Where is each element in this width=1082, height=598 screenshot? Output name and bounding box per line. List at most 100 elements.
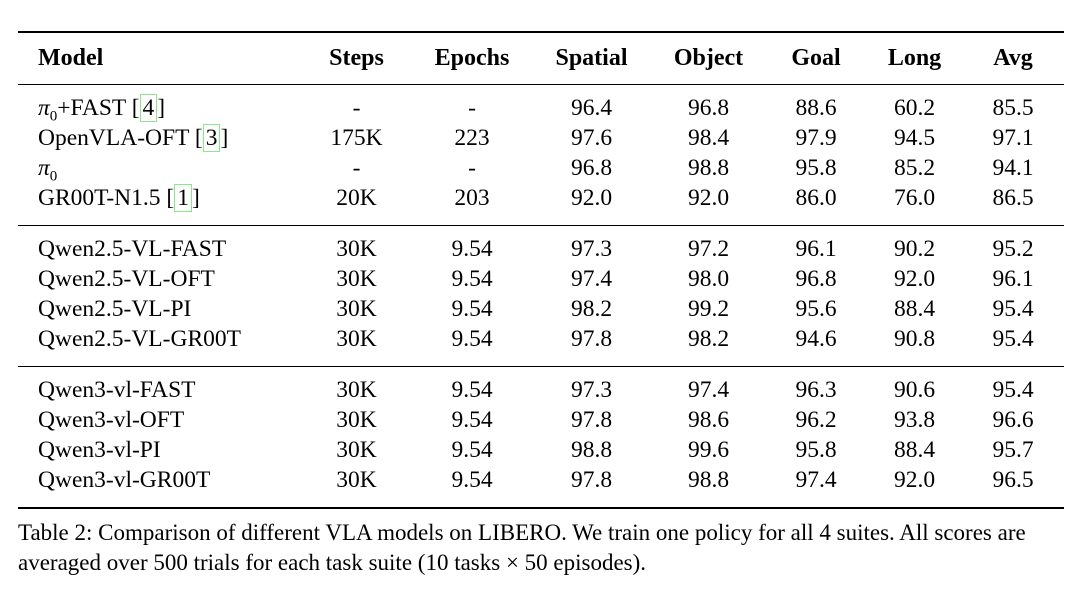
table-row: π0 - - 96.8 98.8 95.8 85.2 94.1 bbox=[18, 153, 1064, 185]
model-name-part: π bbox=[38, 95, 50, 121]
epochs-value-cell: 9.54 bbox=[451, 326, 493, 352]
spatial-value-cell: 97.8 bbox=[570, 326, 613, 352]
model-name-cell: GR00T-N1.5 [1] bbox=[38, 184, 200, 212]
model-name-part: GR00T-N1.5 bbox=[38, 185, 161, 211]
column-header-steps: Steps bbox=[329, 45, 384, 71]
long-value-cell: 92.0 bbox=[893, 266, 936, 292]
spatial-value-cell: 97.4 bbox=[570, 266, 613, 292]
table-row: Qwen2.5-VL-FAST 30K 9.54 97.3 97.2 96.1 90.2 95… bbox=[18, 226, 1064, 265]
epochs-value-cell: 9.54 bbox=[451, 236, 493, 262]
citation-link[interactable]: 4 bbox=[139, 94, 158, 122]
column-header-model: Model bbox=[38, 45, 104, 71]
results-table: Model Steps Epochs Spatial Object Goal Long Avg… bbox=[18, 31, 1064, 509]
steps-value-cell: 20K bbox=[336, 185, 377, 211]
epochs-value-cell: 9.54 bbox=[451, 296, 493, 322]
column-header-goal: Goal bbox=[791, 45, 841, 71]
model-name-part: Qwen2.5-VL-FAST bbox=[38, 236, 227, 262]
long-value-cell: 90.2 bbox=[893, 236, 936, 262]
epochs-value-cell: - bbox=[468, 155, 476, 181]
goal-value-cell: 96.2 bbox=[795, 407, 837, 433]
steps-value-cell: 30K bbox=[336, 377, 377, 403]
epochs-value-cell: 9.54 bbox=[451, 266, 493, 292]
model-name-cell: Qwen2.5-VL-PI bbox=[18, 294, 300, 324]
spatial-value-cell: 97.3 bbox=[570, 236, 613, 262]
steps-value-cell: - bbox=[352, 95, 361, 121]
object-value-cell: 98.2 bbox=[687, 326, 730, 352]
model-name-part: +FAST bbox=[57, 95, 126, 121]
long-value-cell: 88.4 bbox=[893, 437, 936, 463]
object-value-cell: 96.8 bbox=[687, 95, 730, 121]
goal-value-cell: 95.6 bbox=[795, 296, 837, 322]
spatial-value-cell: 92.0 bbox=[570, 185, 613, 211]
model-name-cell: Qwen3-vl-PI bbox=[18, 435, 300, 465]
steps-value-cell: 30K bbox=[336, 236, 377, 262]
epochs-value-cell: 9.54 bbox=[451, 467, 493, 493]
table-row: Qwen3-vl-OFT 30K 9.54 97.8 98.6 96.2 93.8 96.6 bbox=[18, 405, 1064, 435]
steps-value-cell: 30K bbox=[336, 437, 377, 463]
epochs-value-cell: 203 bbox=[454, 185, 490, 211]
avg-value-cell: 96.1 bbox=[992, 266, 1034, 292]
steps-value-cell: 30K bbox=[336, 467, 377, 493]
steps-value-cell: 30K bbox=[336, 266, 377, 292]
goal-value-cell: 95.8 bbox=[795, 155, 837, 181]
citation-link[interactable]: 3 bbox=[202, 124, 221, 152]
goal-value-cell: 88.6 bbox=[795, 95, 837, 121]
table-caption: Table 2: Comparison of different VLA mod… bbox=[18, 520, 1026, 575]
model-name-cell: Qwen3-vl-GR00T bbox=[18, 465, 300, 508]
epochs-value-cell: 9.54 bbox=[451, 407, 493, 433]
model-name-part: Qwen2.5-VL-GR00T bbox=[38, 326, 241, 352]
spatial-value-cell: 98.2 bbox=[570, 296, 613, 322]
model-name-part: Qwen3-vl-FAST bbox=[38, 377, 196, 403]
long-value-cell: 90.8 bbox=[893, 326, 936, 352]
spatial-value-cell: 97.8 bbox=[570, 467, 613, 493]
model-name-part: Qwen3-vl-OFT bbox=[38, 407, 185, 433]
model-name-cell: Qwen2.5-VL-FAST bbox=[18, 226, 300, 265]
long-value-cell: 85.2 bbox=[893, 155, 936, 181]
model-name-cell: π0+FAST [4] bbox=[38, 94, 166, 125]
model-name-cell: Qwen3-vl-FAST bbox=[18, 367, 300, 406]
object-value-cell: 98.4 bbox=[687, 125, 730, 151]
epochs-value-cell: - bbox=[468, 95, 476, 121]
avg-value-cell: 95.4 bbox=[992, 377, 1034, 403]
model-name-part: Qwen2.5-VL-OFT bbox=[38, 266, 215, 292]
column-header-long: Long bbox=[887, 45, 942, 71]
steps-value-cell: 175K bbox=[330, 125, 383, 151]
citation-link[interactable]: 1 bbox=[174, 184, 192, 212]
table-row: Qwen2.5-VL-GR00T 30K 9.54 97.8 98.2 94.6 90.8 9… bbox=[18, 324, 1064, 367]
header-row: Model Steps Epochs Spatial Object Goal Long Avg bbox=[18, 32, 1064, 85]
object-value-cell: 99.2 bbox=[687, 296, 730, 322]
table-row: OpenVLA-OFT [3] 175K 223 97.6 98.4 97.9 94.5 97… bbox=[18, 123, 1064, 153]
model-name-part: 0 bbox=[49, 168, 58, 185]
model-name-cell: Qwen3-vl-OFT bbox=[18, 405, 300, 435]
avg-value-cell: 96.5 bbox=[992, 467, 1034, 493]
goal-value-cell: 96.3 bbox=[795, 377, 837, 403]
goal-value-cell: 95.8 bbox=[795, 437, 837, 463]
table-row: GR00T-N1.5 [1] 20K 203 92.0 92.0 86.0 76.0 86.5 bbox=[18, 183, 1064, 226]
model-name-part: Qwen3-vl-PI bbox=[38, 437, 161, 463]
object-value-cell: 98.8 bbox=[687, 467, 730, 493]
table-row: π0+FAST [4] - - 96.4 96.8 88.6 60.2 85.5 bbox=[18, 85, 1064, 124]
object-value-cell: 97.2 bbox=[687, 236, 730, 262]
table-row: Qwen3-vl-FAST 30K 9.54 97.3 97.4 96.3 90.6 95.4 bbox=[18, 367, 1064, 406]
model-name-cell: Qwen2.5-VL-GR00T bbox=[18, 324, 300, 367]
object-value-cell: 99.6 bbox=[687, 437, 730, 463]
avg-value-cell: 94.1 bbox=[992, 155, 1034, 181]
object-value-cell: 97.4 bbox=[687, 377, 730, 403]
steps-value-cell: 30K bbox=[336, 407, 377, 433]
column-header-epochs: Epochs bbox=[434, 45, 510, 71]
spatial-value-cell: 97.6 bbox=[570, 125, 613, 151]
spatial-value-cell: 98.8 bbox=[570, 437, 613, 463]
goal-value-cell: 96.8 bbox=[795, 266, 837, 292]
model-name-cell: π0 bbox=[18, 153, 300, 185]
model-name-cell: OpenVLA-OFT [3] bbox=[38, 124, 229, 152]
object-value-cell: 98.6 bbox=[687, 407, 730, 433]
table-group-2: Qwen2.5-VL-FAST 30K 9.54 97.3 97.2 96.1 90.2 95… bbox=[18, 226, 1064, 367]
long-value-cell: 94.5 bbox=[893, 125, 936, 151]
model-name-part: Qwen3-vl-GR00T bbox=[38, 467, 211, 493]
column-header-object: Object bbox=[673, 45, 744, 71]
spatial-value-cell: 97.3 bbox=[570, 377, 613, 403]
long-value-cell: 93.8 bbox=[893, 407, 936, 433]
table-group-3: Qwen3-vl-FAST 30K 9.54 97.3 97.4 96.3 90.6 95.4… bbox=[18, 367, 1064, 508]
avg-value-cell: 86.5 bbox=[992, 185, 1034, 211]
